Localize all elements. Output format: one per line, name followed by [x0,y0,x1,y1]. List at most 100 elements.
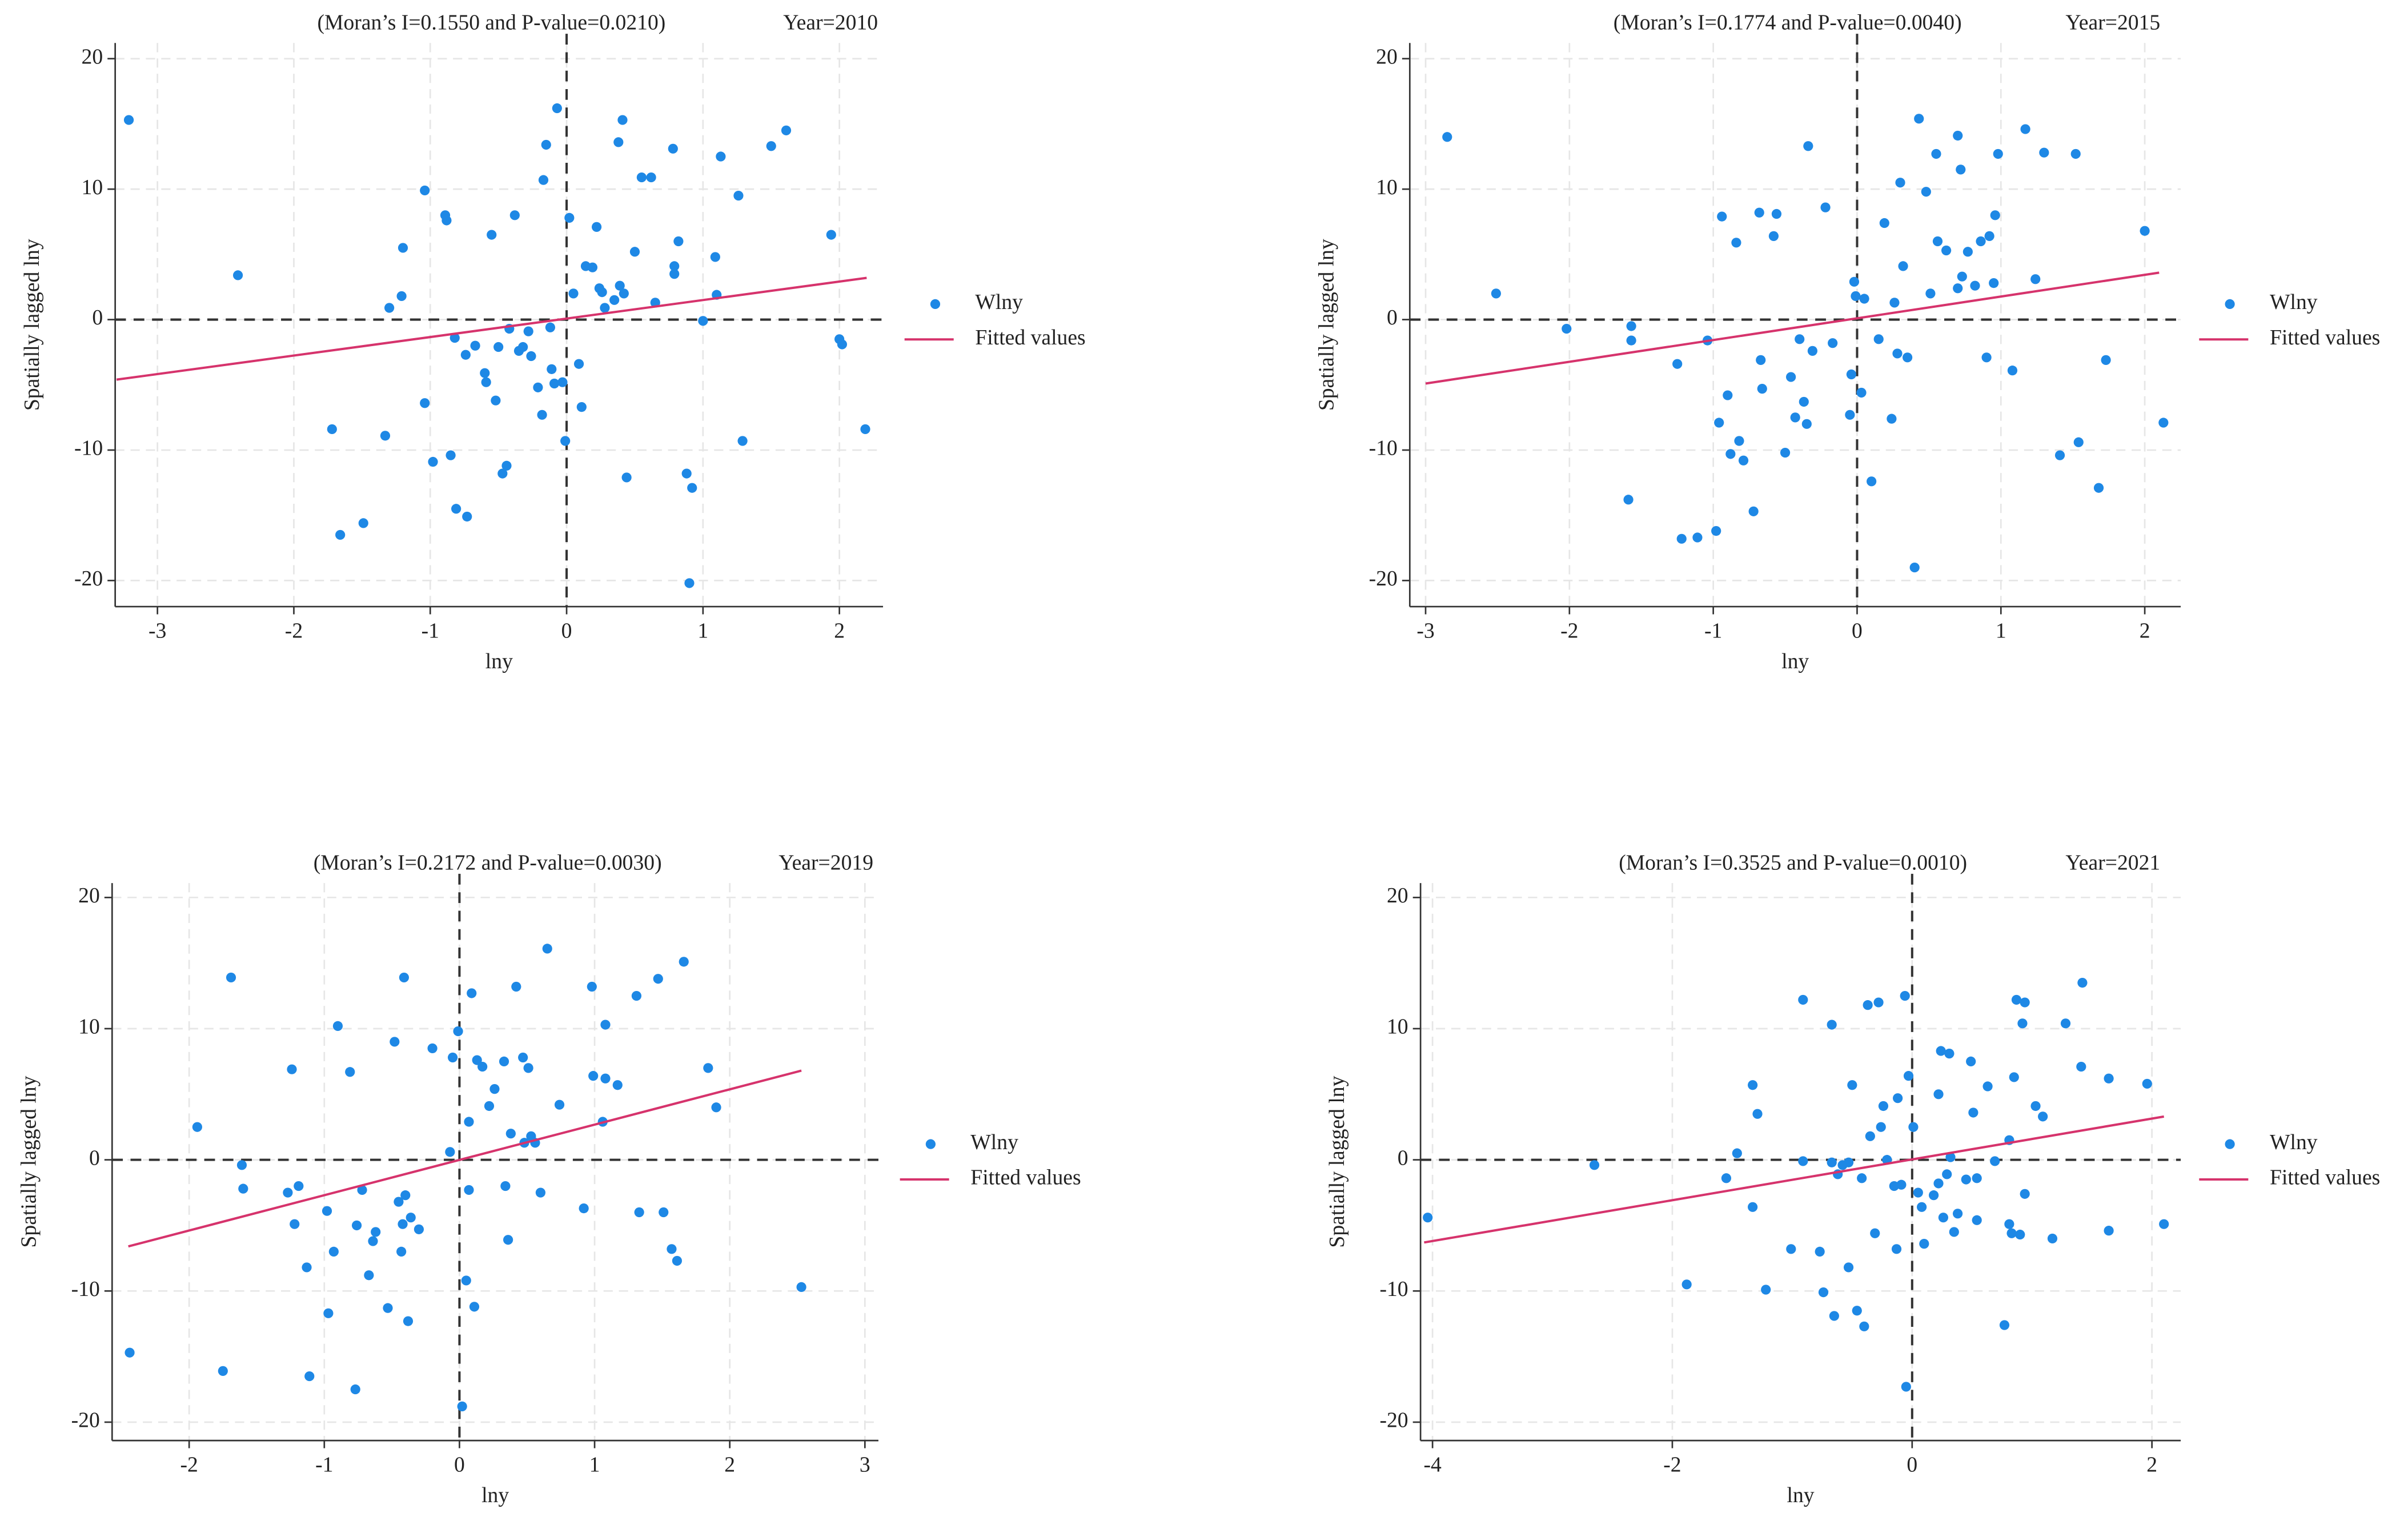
point [1865,1131,1875,1141]
point [669,269,680,279]
point [542,944,552,954]
point [568,288,579,299]
point [1949,1227,1959,1237]
point [1748,1080,1758,1090]
point [673,236,684,247]
point [541,139,551,150]
x-tick-label: -4 [1423,1452,1442,1476]
point [1913,1187,1923,1198]
point [1820,202,1831,212]
point [1895,178,1905,188]
x-axis-label: lny [1787,1483,1815,1507]
y-axis-label: Spatially lagged lny [20,239,44,411]
point [484,1101,495,1111]
point [453,1026,463,1037]
point [1672,359,1683,369]
point [1798,994,1808,1005]
point [283,1187,293,1198]
point [2030,274,2041,284]
point [1898,261,1908,271]
y-axis-label: Spatially lagged lny [17,1075,41,1247]
x-tick-label: 2 [2146,1452,2157,1476]
point [1827,1020,1837,1030]
point [464,1185,474,1195]
x-tick-label: 3 [860,1452,870,1476]
point [509,210,520,220]
point [1748,506,1759,516]
point [1761,1285,1771,1295]
point [684,578,695,588]
point [1589,1160,1600,1170]
point [1852,1306,1862,1316]
point [2054,450,2065,460]
y-tick-label: -10 [74,436,103,460]
point [1892,348,1903,359]
point [446,450,456,460]
legend-swatch [2225,299,2235,310]
point [400,1190,411,1201]
point [588,1071,599,1081]
point [1815,1246,1825,1257]
point [1932,236,1943,247]
point [396,291,407,302]
point [698,316,708,326]
point [2158,418,2169,428]
point [302,1262,312,1273]
point [667,1244,677,1254]
point [1734,436,1744,446]
point [467,988,477,998]
x-tick-label: 2 [724,1452,735,1476]
point [398,243,408,253]
y-tick-label: 0 [1387,306,1398,330]
point [2076,1061,2086,1072]
point [1818,1287,1829,1298]
point [125,1347,135,1358]
point [1989,278,1999,288]
point [1768,231,1779,241]
point [1990,210,2000,220]
point [547,364,557,374]
x-tick-label: -2 [285,619,303,643]
legend-swatch [2225,1139,2235,1149]
point [2020,997,2030,1008]
point [1917,1202,1927,1212]
point [1976,236,1986,247]
point [323,1308,334,1318]
fitted-line [1425,271,2160,385]
point [1843,1157,1854,1167]
y-tick-label: 0 [92,306,103,330]
point [2104,1226,2114,1236]
point [609,295,620,305]
point [2060,1018,2071,1029]
point [1731,238,1741,248]
point [1878,1101,1889,1111]
point [357,1185,367,1195]
point [672,1255,683,1266]
point [837,339,848,350]
point [518,342,528,352]
point [766,141,776,151]
point [1953,130,1963,141]
point [2017,1018,2028,1029]
y-tick-label: 10 [78,1015,100,1039]
point [1857,1173,1867,1183]
y-tick-label: 10 [1376,175,1398,199]
point [1896,1179,1907,1190]
point [1790,412,1800,423]
x-tick-label: 0 [1852,619,1863,643]
fitted-line [128,1069,802,1248]
point [2020,1189,2030,1199]
point [477,1061,488,1072]
point [659,1207,669,1218]
point [560,436,571,446]
point [619,288,629,299]
point [1845,410,1855,420]
point [600,303,610,313]
point [1807,346,1818,356]
point [1953,283,1963,294]
point [1748,1202,1758,1212]
point [1893,1093,1903,1103]
